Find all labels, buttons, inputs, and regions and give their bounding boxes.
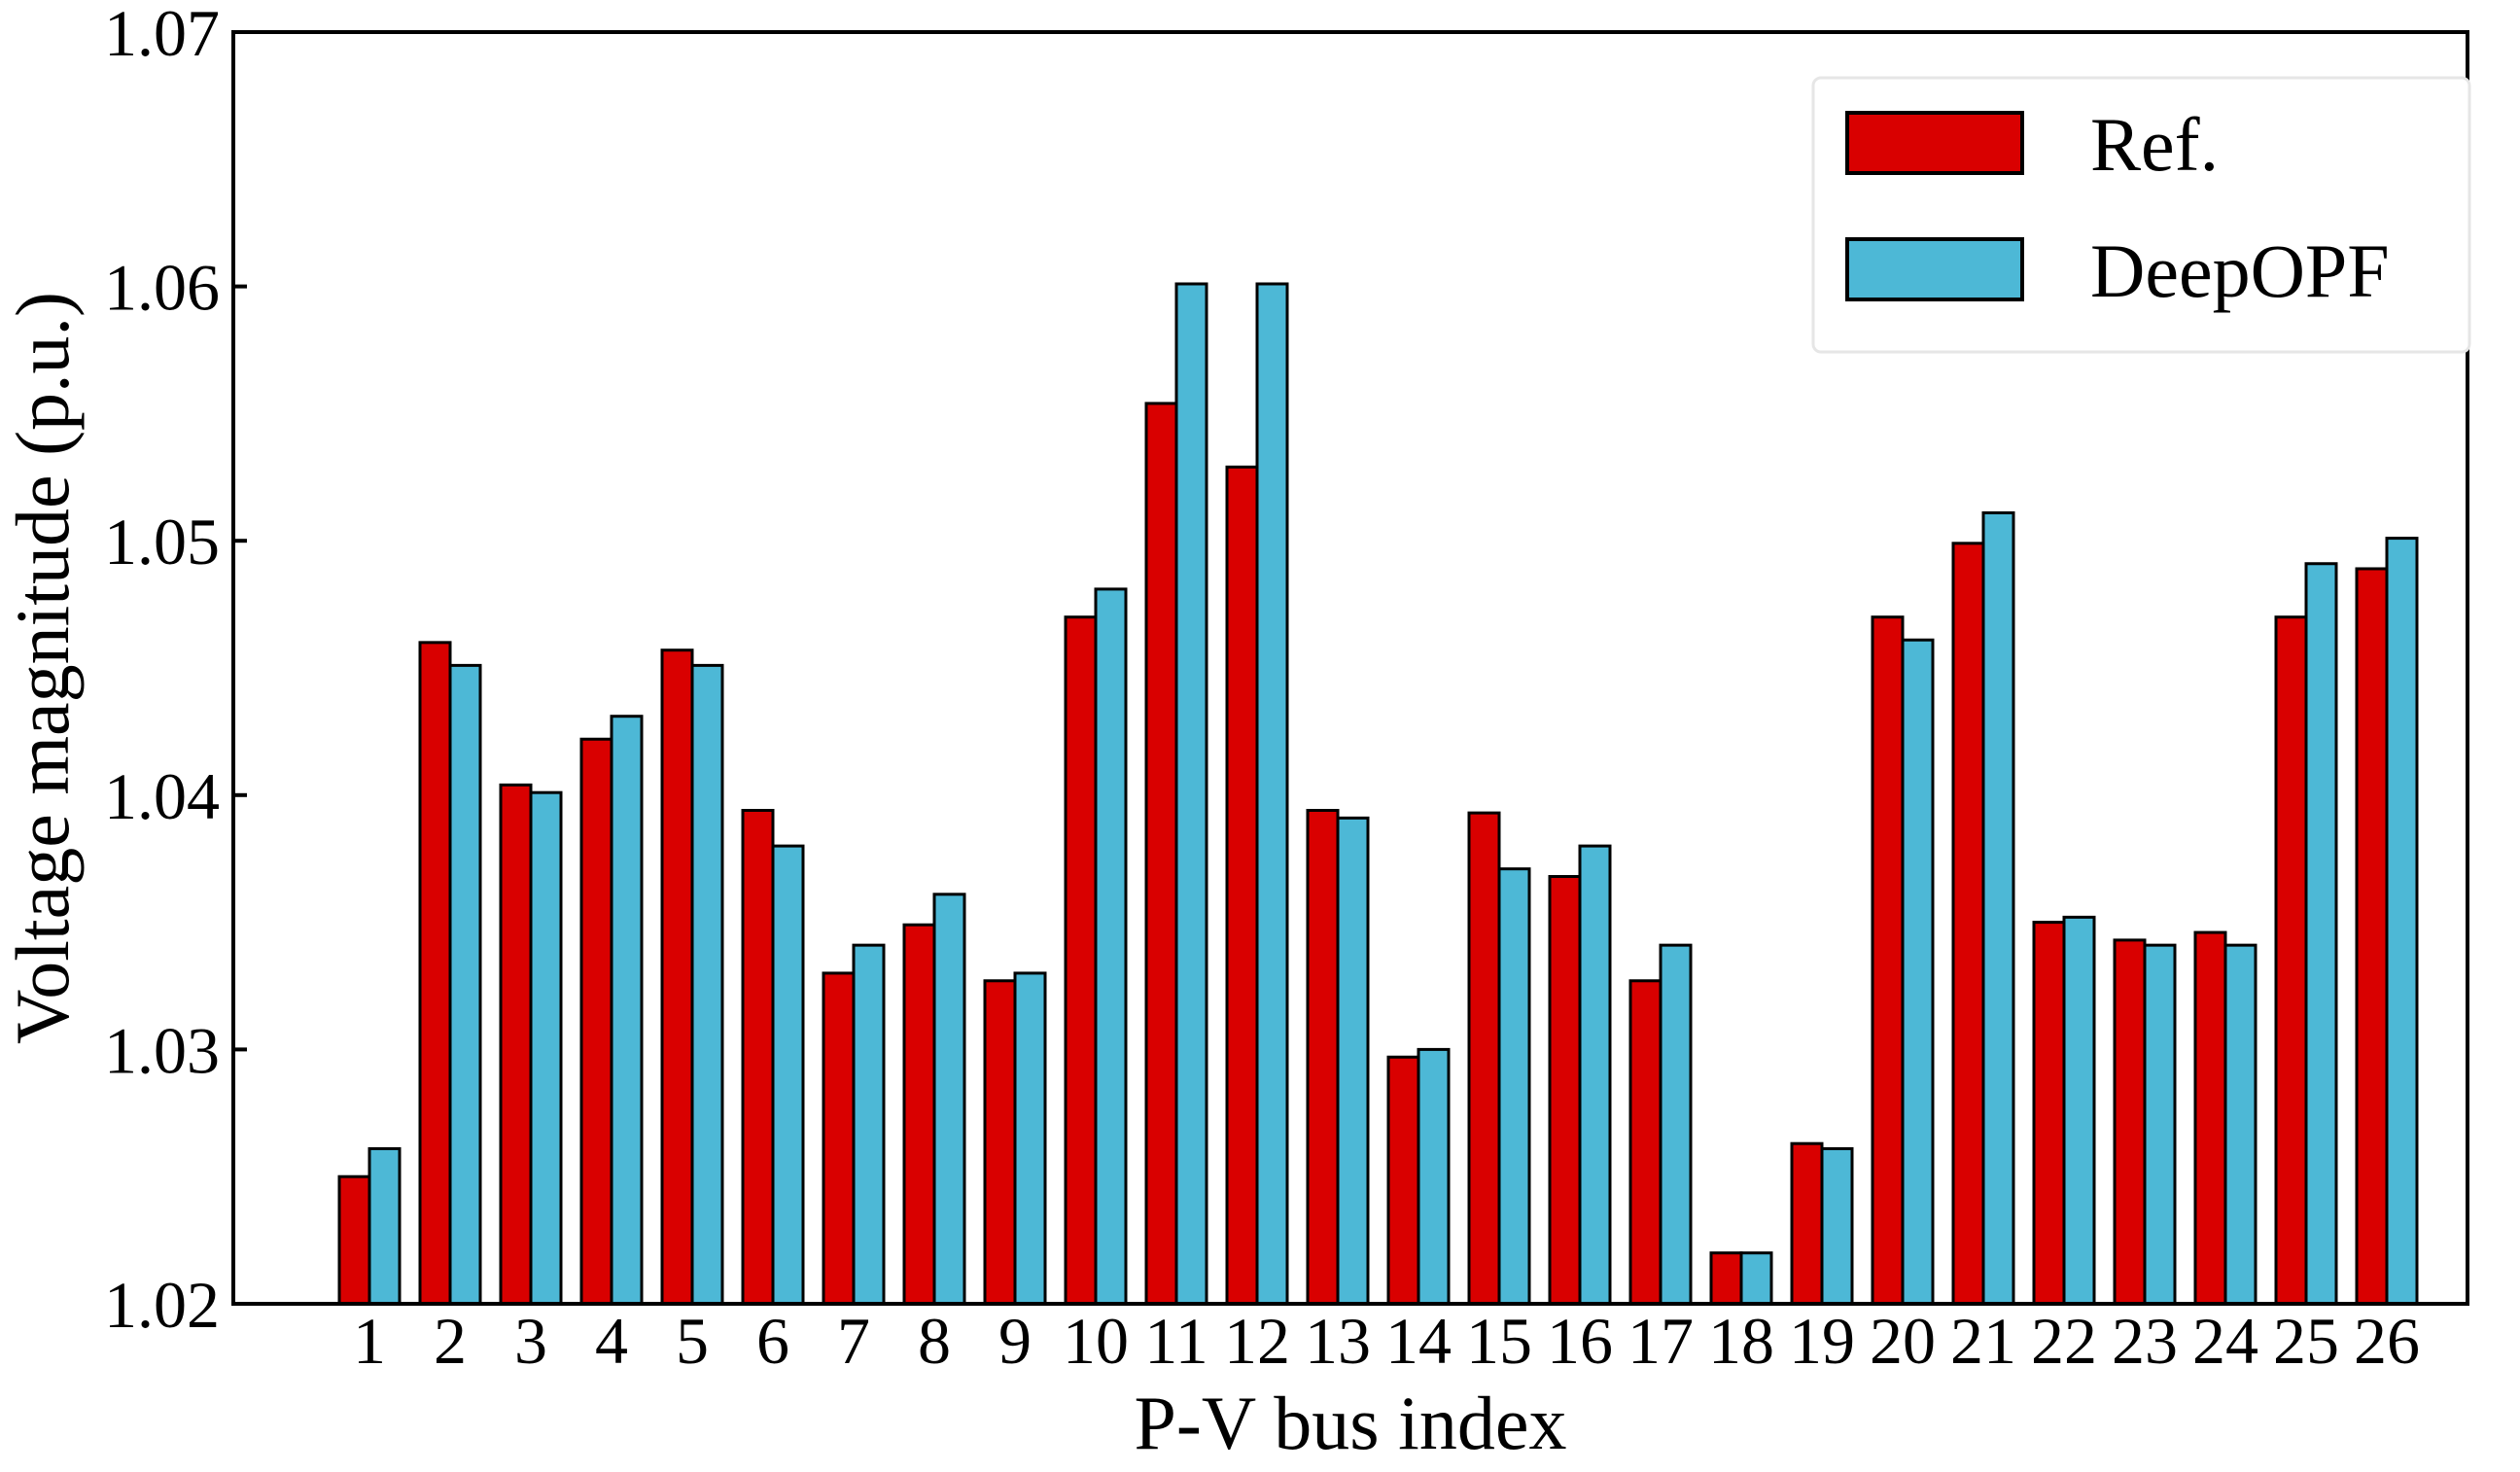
y-tick-label-1.06: 1.06: [104, 251, 220, 325]
x-tick-label-9: 9: [998, 1304, 1032, 1378]
x-tick-label-15: 15: [1466, 1304, 1532, 1378]
bar-ref-15: [1467, 811, 1501, 1306]
bar-deepopf-2: [448, 663, 482, 1306]
legend: Ref. DeepOPF: [1811, 76, 2471, 354]
bar-ref-25: [2274, 615, 2308, 1306]
bar-ref-14: [1386, 1055, 1420, 1306]
legend-swatch-deepopf: [1845, 237, 2024, 301]
x-tick-label-17: 17: [1628, 1304, 1694, 1378]
bar-ref-20: [1871, 615, 1905, 1306]
x-tick-label-8: 8: [918, 1304, 951, 1378]
bar-deepopf-22: [2062, 915, 2096, 1306]
bar-ref-8: [902, 923, 936, 1306]
bar-deepopf-4: [610, 715, 644, 1306]
bar-deepopf-13: [1336, 816, 1370, 1306]
x-tick-label-10: 10: [1063, 1304, 1129, 1378]
bar-ref-24: [2193, 930, 2227, 1306]
bar-ref-23: [2113, 938, 2147, 1306]
y-ticks: 1.02 1.03 1.04 1.05 1.06 1.07: [104, 0, 247, 1342]
bar-ref-16: [1548, 875, 1582, 1306]
bar-ref-6: [741, 808, 775, 1306]
y-tick-label-1.02: 1.02: [104, 1268, 220, 1342]
bar-ref-17: [1628, 979, 1662, 1306]
bar-deepopf-15: [1497, 867, 1531, 1306]
x-tick-label-14: 14: [1385, 1304, 1452, 1378]
x-tick-label-11: 11: [1144, 1304, 1208, 1378]
bar-deepopf-25: [2304, 562, 2338, 1306]
bar-deepopf-18: [1739, 1251, 1773, 1306]
y-tick-label-1.05: 1.05: [104, 505, 220, 578]
bar-deepopf-12: [1255, 282, 1289, 1306]
legend-label-deepopf: DeepOPF: [2090, 228, 2390, 313]
x-tick-label-1: 1: [353, 1304, 386, 1378]
bar-ref-22: [2032, 921, 2066, 1306]
y-axis-title: Voltage magnitude (p.u.): [0, 292, 85, 1044]
x-tick-label-24: 24: [2192, 1304, 2258, 1378]
bar-deepopf-8: [932, 893, 966, 1306]
bar-deepopf-3: [529, 790, 563, 1306]
bar-deepopf-10: [1094, 587, 1128, 1306]
bar-deepopf-20: [1901, 638, 1935, 1306]
bar-ref-7: [822, 971, 856, 1306]
bar-deepopf-21: [1981, 510, 2015, 1306]
y-tick-label-1.03: 1.03: [104, 1013, 220, 1087]
bar-ref-13: [1306, 808, 1340, 1306]
x-ticks: 1 2 3 4 5 6 7 8 9 10 11 12 13 14 15 16 17 18 19 20 21 22 23 24 2…: [353, 1304, 2420, 1378]
x-tick-label-20: 20: [1870, 1304, 1936, 1378]
bar-ref-12: [1225, 465, 1259, 1306]
bar-ref-9: [983, 979, 1017, 1306]
bar-deepopf-6: [771, 844, 805, 1306]
bar-deepopf-14: [1417, 1047, 1451, 1306]
x-tick-label-13: 13: [1305, 1304, 1371, 1378]
bar-ref-10: [1064, 615, 1098, 1306]
bar-ref-19: [1790, 1141, 1824, 1306]
bar-ref-4: [579, 737, 613, 1306]
bar-ref-18: [1709, 1251, 1743, 1306]
x-tick-label-3: 3: [514, 1304, 547, 1378]
x-tick-label-23: 23: [2112, 1304, 2178, 1378]
bar-ref-2: [418, 641, 452, 1306]
x-tick-label-6: 6: [756, 1304, 789, 1378]
x-tick-label-22: 22: [2031, 1304, 2097, 1378]
x-tick-label-19: 19: [1789, 1304, 1855, 1378]
y-tick-label-1.04: 1.04: [104, 759, 220, 833]
x-tick-label-21: 21: [1950, 1304, 2016, 1378]
bar-deepopf-9: [1013, 971, 1047, 1306]
x-tick-label-5: 5: [676, 1304, 709, 1378]
bar-ref-3: [499, 783, 533, 1306]
bar-deepopf-24: [2223, 943, 2258, 1306]
x-tick-label-25: 25: [2273, 1304, 2339, 1378]
bar-ref-5: [660, 648, 694, 1306]
bars-layer: [337, 282, 2419, 1306]
x-tick-label-2: 2: [434, 1304, 467, 1378]
bar-ref-26: [2355, 567, 2389, 1306]
bar-deepopf-11: [1174, 282, 1208, 1306]
x-tick-label-16: 16: [1547, 1304, 1613, 1378]
y-tick-label-1.07: 1.07: [104, 0, 220, 70]
legend-swatch-ref: [1845, 111, 2024, 175]
x-tick-label-12: 12: [1224, 1304, 1290, 1378]
bar-ref-11: [1144, 402, 1178, 1306]
bar-deepopf-16: [1578, 844, 1612, 1306]
bar-deepopf-5: [690, 663, 724, 1306]
bar-ref-21: [1951, 542, 1985, 1306]
bar-ref-1: [337, 1174, 371, 1306]
bar-deepopf-7: [852, 943, 886, 1306]
x-tick-label-4: 4: [595, 1304, 628, 1378]
legend-label-ref: Ref.: [2090, 102, 2219, 187]
bar-deepopf-1: [368, 1146, 402, 1306]
x-tick-label-26: 26: [2354, 1304, 2420, 1378]
x-tick-label-7: 7: [837, 1304, 870, 1378]
bar-deepopf-23: [2143, 943, 2177, 1306]
bar-deepopf-19: [1820, 1146, 1854, 1306]
x-tick-label-18: 18: [1708, 1304, 1774, 1378]
bar-deepopf-26: [2385, 537, 2419, 1306]
x-axis-title: P-V bus index: [1135, 1381, 1567, 1465]
bar-deepopf-17: [1659, 943, 1693, 1306]
plot-frame: [231, 30, 2469, 1306]
